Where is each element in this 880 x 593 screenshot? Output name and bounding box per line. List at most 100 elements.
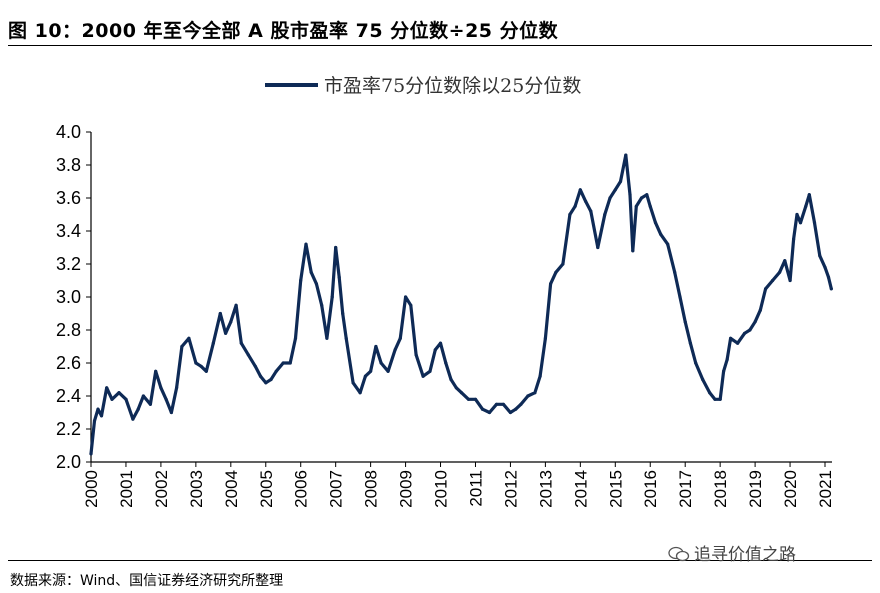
x-tick-label: 2016: [641, 470, 660, 508]
data-point: [211, 341, 215, 345]
data-point: [117, 391, 121, 395]
data-point: [454, 386, 458, 390]
x-tick-label: 2012: [501, 470, 520, 508]
data-point: [722, 369, 726, 373]
data-point: [288, 361, 292, 365]
data-point: [363, 374, 367, 378]
data-point: [589, 209, 593, 213]
data-point: [141, 394, 145, 398]
data-point: [778, 270, 782, 274]
data-point: [631, 249, 635, 253]
x-tick-label: 2013: [536, 470, 555, 508]
data-point: [713, 397, 717, 401]
data-point: [344, 336, 348, 340]
data-point: [374, 344, 378, 349]
data-point: [159, 386, 163, 390]
data-point: [320, 303, 324, 307]
x-tick-label: 2001: [117, 470, 136, 508]
data-point: [792, 237, 796, 241]
y-tick-label: 3.8: [56, 155, 81, 175]
data-point: [269, 377, 273, 382]
legend-label: 市盈率75分位数除以25分位数: [324, 75, 581, 97]
x-tick-label: 2017: [676, 470, 695, 508]
y-tick-label: 2.0: [56, 452, 81, 472]
x-tick-label: 2015: [606, 470, 625, 508]
figure-title: 图 10：2000 年至今全部 A 股市盈率 75 分位数÷25 分位数: [8, 20, 559, 42]
data-point: [110, 397, 114, 401]
data-point: [823, 265, 827, 269]
data-point: [351, 381, 355, 385]
data-point: [812, 221, 817, 225]
data-point: [304, 242, 308, 246]
data-point: [818, 254, 822, 258]
data-point: [386, 369, 390, 373]
data-point: [613, 188, 617, 192]
x-tick-label: 2000: [82, 470, 101, 508]
data-point: [584, 199, 588, 203]
data-point: [92, 419, 97, 423]
data-point: [330, 295, 334, 299]
data-point: [736, 341, 740, 345]
data-point: [645, 193, 649, 197]
data-point: [578, 188, 582, 192]
line-chart: 市盈率75分位数除以25分位数 4.0 3.8 3.6 3.4 3.2 3.0 2.8 2.6…: [56, 75, 835, 508]
data-point: [169, 410, 173, 415]
data-point: [725, 358, 729, 362]
data-point: [393, 348, 397, 352]
data-point: [428, 369, 432, 373]
data-point: [804, 204, 808, 208]
data-point: [494, 402, 499, 406]
watermark: 追寻价值之路: [668, 540, 796, 565]
data-point: [89, 452, 93, 456]
x-tick-label: 2014: [571, 470, 590, 508]
data-point: [96, 407, 100, 411]
data-point: [596, 245, 600, 250]
data-point: [608, 196, 612, 200]
data-point: [788, 278, 792, 283]
x-tick-label: 2009: [397, 470, 416, 508]
x-tick-label: 2002: [152, 470, 171, 508]
data-point: [701, 377, 705, 382]
data-point: [743, 331, 747, 335]
data-point: [659, 232, 663, 236]
y-tick-label: 2.4: [56, 386, 81, 406]
data-point: [334, 245, 338, 250]
watermark-text: 追寻价值之路: [694, 545, 796, 565]
data-point: [561, 262, 565, 266]
data-point: [194, 361, 198, 365]
data-point: [678, 295, 682, 299]
data-point: [341, 311, 345, 316]
data-point: [164, 397, 168, 401]
data-point: [421, 374, 425, 378]
y-tick-label: 3.0: [56, 287, 81, 307]
source-note: 数据来源：Wind、国信证券经济研究所整理: [10, 573, 284, 589]
x-tick-label: 2004: [222, 470, 241, 508]
data-point: [409, 303, 413, 307]
data-point: [648, 204, 652, 208]
x-tick-label: 2005: [257, 470, 276, 508]
plot-area: [89, 153, 833, 456]
data-point: [444, 361, 448, 365]
data-point: [538, 374, 542, 378]
data-point: [764, 287, 768, 291]
data-point: [299, 278, 303, 283]
data-point: [683, 320, 687, 324]
data-point: [309, 270, 313, 274]
data-point: [239, 341, 243, 345]
data-point: [753, 320, 757, 324]
data-point: [748, 328, 752, 332]
data-point: [533, 391, 537, 395]
data-point: [708, 391, 712, 395]
data-point: [433, 348, 437, 352]
data-point: [480, 407, 485, 411]
data-point: [487, 410, 492, 415]
data-point: [653, 221, 658, 225]
data-point: [466, 397, 471, 401]
data-point: [666, 242, 670, 246]
data-point: [246, 353, 250, 357]
y-tick-label: 2.2: [56, 419, 81, 439]
data-point: [459, 391, 464, 395]
y-tick-label: 3.2: [56, 254, 81, 274]
data-point: [258, 374, 263, 378]
